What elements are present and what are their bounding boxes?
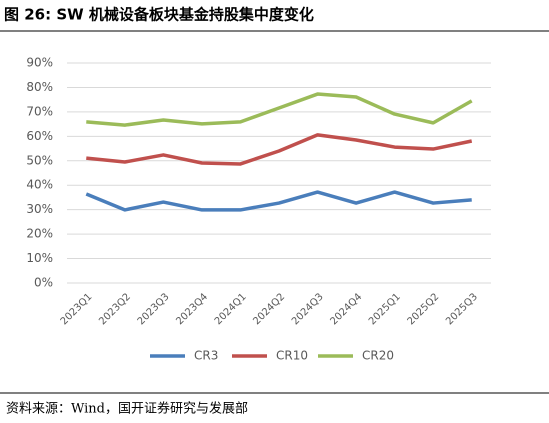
- x-tick-label: 2023Q3: [136, 291, 172, 327]
- series-line: [86, 92, 473, 127]
- series-line: [86, 133, 473, 166]
- y-tick-label: 0%: [34, 276, 53, 290]
- source: 资料来源：Wind，国开证券研究与发展部: [6, 401, 248, 417]
- x-tick-label: 2025Q1: [367, 291, 403, 327]
- y-tick-label: 10%: [26, 251, 53, 265]
- series-line: [85, 190, 472, 212]
- x-tick-label: 2024Q4: [328, 291, 364, 327]
- legend-label: CR10: [276, 349, 308, 363]
- y-tick-label: 50%: [26, 153, 53, 167]
- legend-label: CR20: [362, 349, 394, 363]
- x-tick-label: 2025Q3: [444, 291, 480, 327]
- y-tick-label: 60%: [26, 129, 53, 143]
- y-tick-label: 20%: [26, 227, 53, 241]
- y-tick-label: 70%: [26, 104, 53, 118]
- x-tick-label: 2025Q2: [406, 291, 442, 327]
- y-tick-label: 80%: [26, 80, 53, 94]
- y-tick-label: 30%: [26, 202, 53, 216]
- legend-label: CR3: [194, 349, 218, 363]
- x-tick-label: 2023Q2: [97, 291, 133, 327]
- x-tick-label: 2024Q2: [251, 291, 287, 327]
- x-tick-label: 2023Q4: [174, 291, 210, 327]
- x-tick-label: 2024Q1: [213, 291, 249, 327]
- chart-title: 图 26: SW 机械设备板块基金持股集中度变化: [4, 6, 314, 24]
- x-tick-label: 2024Q3: [290, 291, 326, 327]
- y-tick-label: 40%: [26, 178, 53, 192]
- y-tick-label: 90%: [26, 56, 53, 70]
- x-tick-label: 2023Q1: [59, 291, 95, 327]
